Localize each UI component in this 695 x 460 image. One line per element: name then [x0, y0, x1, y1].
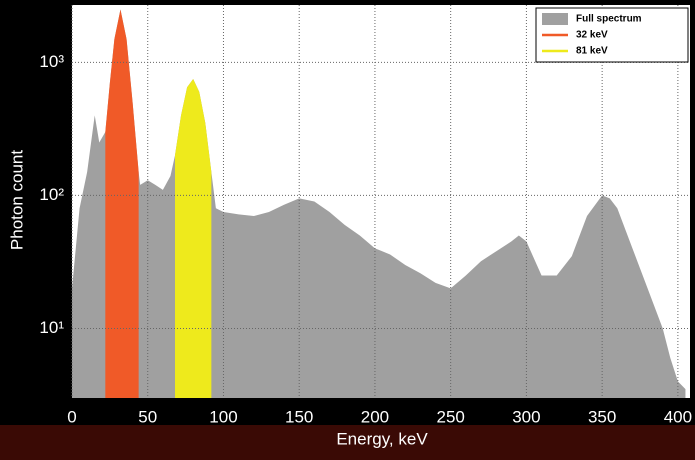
- grid: [71, 5, 690, 398]
- x-tick-label: 50: [138, 407, 157, 426]
- x-tick-label: 100: [209, 407, 237, 426]
- legend-label: 81 keV: [576, 46, 608, 57]
- legend-label: 32 keV: [576, 30, 608, 41]
- x-tick-label: 0: [67, 407, 76, 426]
- x-tick-label: 300: [512, 407, 540, 426]
- x-tick-label: 250: [436, 407, 464, 426]
- x-tick-label: 350: [588, 407, 616, 426]
- spectrum-area: [72, 9, 686, 399]
- background-band: [0, 425, 695, 460]
- legend-label: Full spectrum: [576, 14, 642, 25]
- x-axis-label: Energy, keV: [336, 429, 428, 448]
- y-tick-label: 10²: [39, 185, 64, 204]
- spectrum-area: [105, 9, 139, 399]
- x-tick-label: 200: [361, 407, 389, 426]
- legend-swatch: [542, 13, 568, 25]
- y-axis-label: Photon count: [7, 150, 26, 250]
- x-tick-label: 150: [285, 407, 313, 426]
- x-tick-label: 400: [664, 407, 692, 426]
- legend: Full spectrum 32 keV 81 keV: [535, 7, 689, 63]
- y-tick-label: 10³: [39, 52, 64, 71]
- spectrum-area: [175, 79, 212, 398]
- y-tick-label: 10¹: [39, 318, 64, 337]
